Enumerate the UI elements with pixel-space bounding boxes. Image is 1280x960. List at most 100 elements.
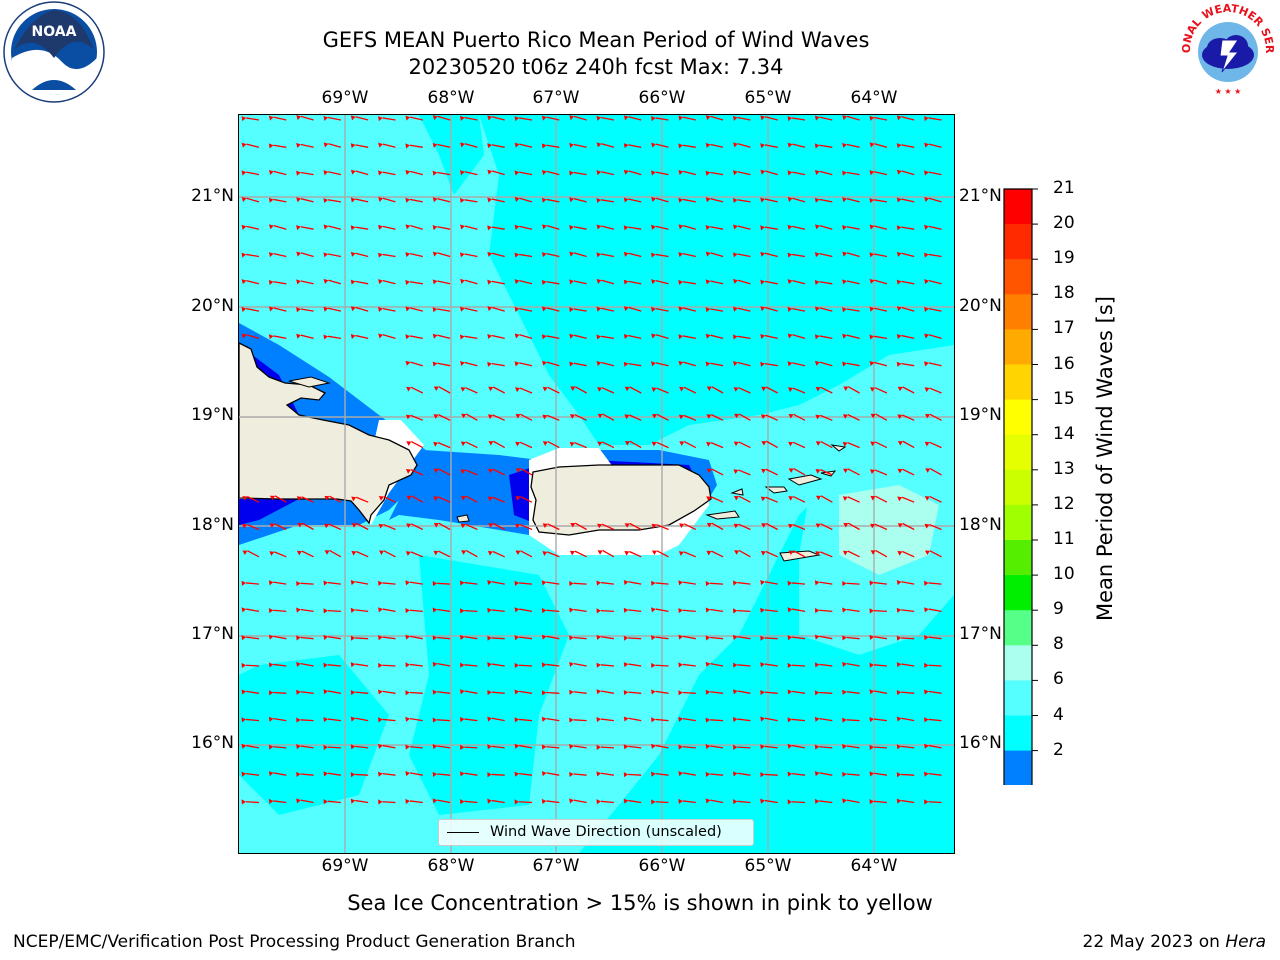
- wind-wave-arrow-head: [460, 523, 466, 529]
- wind-wave-arrow: [819, 253, 833, 258]
- wind-wave-arrow: [356, 550, 369, 558]
- wind-wave-arrow-head: [350, 115, 356, 121]
- wind-wave-arrow: [819, 746, 833, 749]
- wind-wave-arrow-head: [623, 772, 629, 778]
- wind-wave-arrow: [846, 691, 860, 694]
- wind-wave-arrow-head: [350, 716, 356, 722]
- wind-wave-arrow: [929, 387, 942, 394]
- colorbar-segment: [1004, 469, 1032, 506]
- wind-wave-arrow: [273, 335, 287, 340]
- wind-wave-arrow: [819, 663, 833, 667]
- wind-wave-arrow-head: [350, 772, 356, 778]
- wind-wave-arrow-head: [732, 170, 738, 176]
- wind-wave-arrow-head: [323, 744, 328, 750]
- wind-wave-arrow: [901, 581, 915, 585]
- wind-wave-arrow-head: [461, 550, 467, 555]
- wind-wave-arrow: [519, 772, 533, 776]
- wind-wave-arrow: [492, 170, 505, 176]
- wind-wave-arrow: [573, 334, 587, 340]
- wind-wave-arrow-head: [405, 580, 410, 586]
- wind-wave-arrow: [273, 581, 287, 585]
- wind-wave-arrow: [491, 280, 505, 285]
- wind-wave-arrow-head: [760, 333, 766, 340]
- wind-wave-arrow: [928, 253, 942, 258]
- wind-wave-arrow: [928, 279, 942, 285]
- wind-wave-arrow: [846, 115, 860, 121]
- wind-wave-arrow: [492, 414, 505, 421]
- wind-wave-arrow: [328, 253, 342, 258]
- wind-wave-arrow: [382, 582, 396, 585]
- wind-wave-arrow: [873, 690, 888, 694]
- wind-wave-arrow: [737, 800, 751, 804]
- wind-wave-arrow-head: [296, 581, 301, 587]
- wind-wave-arrow-head: [706, 441, 712, 447]
- wind-wave-arrow-head: [459, 608, 465, 614]
- wind-wave-arrow-head: [350, 169, 356, 175]
- wind-wave-arrow: [846, 745, 860, 749]
- wind-wave-arrow: [546, 772, 560, 776]
- wind-wave-arrow: [300, 308, 314, 312]
- nws-logo-icon: NATIONAL WEATHER SERVICE ★ ★ ★: [1176, 0, 1276, 96]
- wind-wave-arrow-head: [515, 496, 521, 501]
- wind-wave-arrow-head: [432, 661, 438, 667]
- wind-wave-arrow-head: [378, 197, 384, 202]
- wind-wave-arrow-head: [268, 252, 274, 258]
- wind-wave-arrow: [901, 226, 915, 230]
- wind-wave-arrow: [764, 198, 778, 203]
- colorbar-tick-label: 21: [1053, 178, 1075, 198]
- lon-label-bottom: 68°W: [427, 856, 475, 876]
- wind-wave-arrow-head: [596, 278, 602, 284]
- wind-wave-arrow-head: [706, 414, 712, 419]
- wind-wave-arrow: [438, 550, 451, 558]
- wind-wave-arrow-head: [896, 333, 902, 340]
- wind-wave-arrow-head: [569, 225, 574, 231]
- wind-wave-arrow-head: [870, 550, 876, 555]
- wind-wave-arrow-head: [924, 116, 929, 122]
- wind-wave-arrow-head: [405, 360, 411, 366]
- wind-wave-arrow: [682, 198, 696, 203]
- wind-wave-arrow-head: [541, 690, 547, 696]
- wind-wave-arrow-head: [842, 717, 847, 723]
- wind-wave-arrow-head: [323, 799, 328, 805]
- land-st-thomas: [764, 486, 788, 494]
- wind-wave-arrow: [737, 690, 751, 694]
- lat-label-left: 20°N: [191, 296, 234, 316]
- wind-wave-arrow: [710, 280, 724, 285]
- wind-wave-arrow: [628, 116, 642, 121]
- wind-wave-arrow-head: [378, 224, 383, 230]
- wind-wave-arrow: [847, 468, 860, 476]
- wind-wave-arrow: [793, 467, 806, 476]
- wind-wave-arrow-head: [870, 495, 876, 501]
- wind-wave-arrow: [438, 386, 451, 394]
- wind-wave-arrow: [738, 441, 751, 449]
- wind-wave-arrow: [300, 773, 314, 776]
- wind-wave-arrow-head: [842, 635, 847, 641]
- wind-wave-arrow-head: [351, 550, 357, 556]
- wind-wave-arrow: [601, 253, 615, 258]
- wind-wave-arrow: [409, 635, 423, 640]
- wind-wave-arrow-head: [405, 744, 410, 750]
- wind-wave-arrow-head: [760, 115, 766, 121]
- wind-wave-arrow: [764, 116, 778, 121]
- wind-wave-arrow: [846, 362, 860, 367]
- wind-wave-arrow: [327, 335, 342, 340]
- colorbar-title: Mean Period of Wind Waves [s]: [1093, 296, 1117, 621]
- wind-wave-arrow-head: [843, 522, 849, 528]
- wind-wave-arrow: [519, 441, 533, 449]
- wind-wave-arrow-head: [514, 771, 520, 777]
- wind-wave-arrow-head: [896, 772, 902, 778]
- wind-wave-arrow-head: [268, 169, 274, 175]
- colorbar-segment: [1004, 224, 1032, 260]
- wind-wave-arrow: [737, 335, 751, 340]
- wind-wave-arrow: [573, 198, 587, 203]
- wind-wave-arrow-head: [924, 333, 930, 339]
- wind-wave-arrow-head: [732, 306, 738, 312]
- wind-wave-arrow-head: [842, 441, 848, 447]
- lon-label-bottom: 67°W: [532, 856, 580, 876]
- wind-wave-arrow-head: [487, 414, 493, 420]
- wind-wave-arrow-head: [651, 441, 657, 447]
- wind-wave-arrow: [820, 523, 833, 531]
- wind-wave-arrow-head: [541, 608, 547, 614]
- wind-wave-arrow: [683, 414, 697, 421]
- wind-wave-arrow: [327, 690, 342, 694]
